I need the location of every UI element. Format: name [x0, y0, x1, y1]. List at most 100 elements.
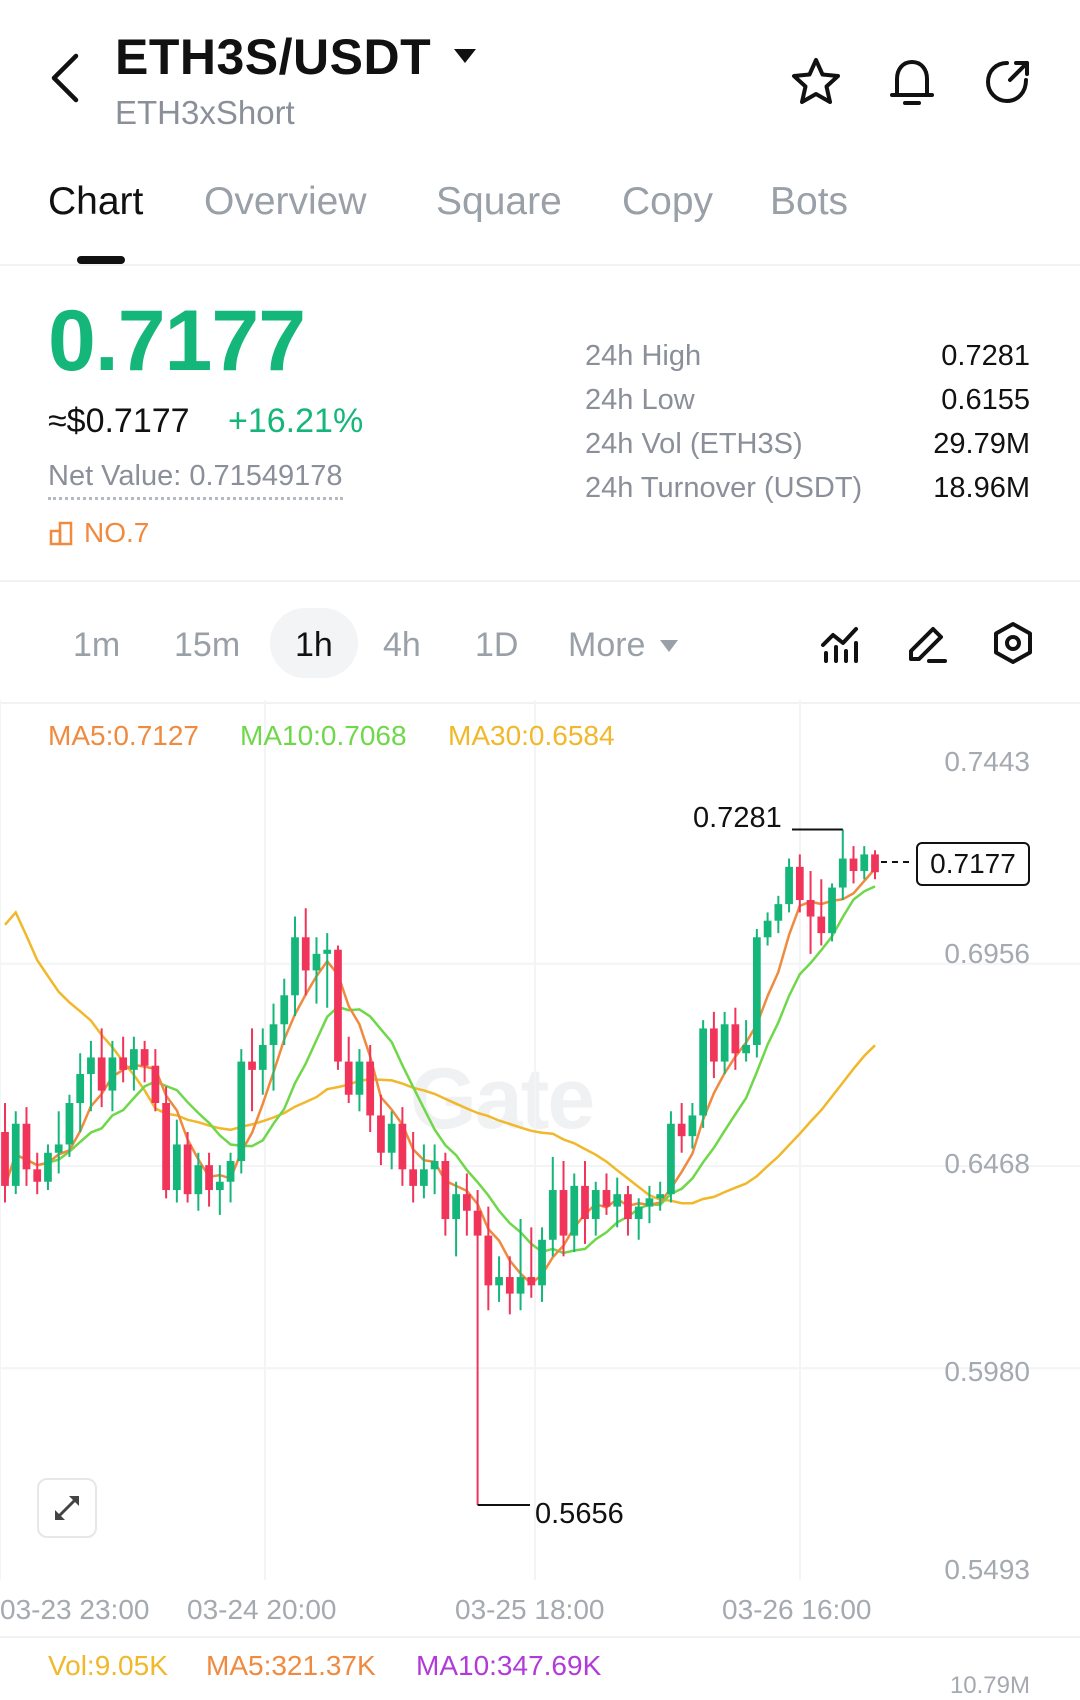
stat-vol-value: 29.79M	[933, 428, 1030, 460]
tabs-divider	[0, 264, 1080, 266]
candle-body	[291, 937, 299, 996]
candle-body	[44, 1152, 52, 1182]
candle-body	[323, 949, 332, 954]
candle-body	[97, 1057, 106, 1091]
favorite-button[interactable]	[786, 52, 846, 112]
candle-body	[677, 1123, 686, 1137]
candle-body	[570, 1185, 579, 1236]
candle-body	[226, 1161, 235, 1182]
candle-body	[33, 1169, 42, 1182]
share-button[interactable]	[978, 52, 1038, 112]
interval-15m[interactable]: 15m	[174, 626, 241, 664]
expand-icon	[55, 1496, 79, 1520]
tab-chart[interactable]: Chart	[48, 180, 144, 223]
rank-label: NO.7	[84, 517, 150, 548]
back-button[interactable]	[40, 48, 90, 108]
candle-body	[409, 1169, 418, 1186]
draw-pencil-icon	[909, 627, 947, 663]
candle-body	[742, 1045, 750, 1054]
price-change-percent: +16.21%	[228, 402, 364, 440]
indicator-button[interactable]	[815, 616, 865, 670]
candle-body	[624, 1194, 632, 1220]
candle-body	[194, 1165, 203, 1195]
candle-body	[710, 1028, 718, 1062]
chart-settings-button[interactable]	[988, 616, 1038, 670]
candle-body	[613, 1194, 622, 1207]
interval-more[interactable]: More	[568, 626, 679, 665]
interval-4h[interactable]: 4h	[383, 626, 421, 664]
candle-body	[828, 887, 836, 934]
candle-body	[473, 1210, 482, 1236]
tab-copy[interactable]: Copy	[622, 180, 714, 223]
y-tick-label: 0.5980	[944, 1356, 1030, 1387]
candle-body	[398, 1123, 407, 1170]
interval-1m[interactable]: 1m	[73, 626, 121, 664]
tab-bots[interactable]: Bots	[770, 180, 849, 223]
dropdown-caret-icon	[454, 49, 476, 63]
last-price-tag: 0.7177	[916, 842, 1030, 886]
last-price: 0.7177	[48, 293, 306, 389]
vol-ma5-legend: MA5:321.37K	[206, 1650, 376, 1681]
stat-low-label: 24h Low	[585, 384, 695, 416]
candle-body	[183, 1144, 192, 1195]
candle-body	[430, 1161, 439, 1170]
active-interval-pill	[270, 608, 358, 678]
candle-body	[838, 858, 847, 888]
candle-body	[548, 1190, 557, 1240]
more-caret-icon	[660, 639, 679, 652]
draw-button[interactable]	[902, 616, 952, 670]
candle-body	[162, 1103, 170, 1191]
candle-body	[119, 1057, 128, 1070]
watermark: Gate	[410, 1051, 595, 1147]
volume-divider	[0, 1636, 1080, 1638]
candle-body	[656, 1194, 665, 1199]
candle-body	[22, 1123, 31, 1170]
candle-body	[688, 1115, 697, 1137]
x-tick-label: 03-26 16:00	[722, 1594, 872, 1625]
candlestick-chart[interactable]	[0, 700, 1080, 1600]
candle-body	[645, 1198, 654, 1207]
candle-body	[516, 1277, 525, 1294]
net-value[interactable]: Net Value: 0.71549178	[48, 460, 343, 500]
candle-body	[237, 1061, 246, 1162]
indicator-icon	[821, 627, 858, 663]
pair-title[interactable]: ETH3S/USDT	[115, 29, 432, 85]
candle-body	[527, 1277, 536, 1286]
candle-body	[140, 1049, 149, 1066]
fullscreen-button[interactable]	[37, 1478, 97, 1538]
candle-body	[87, 1057, 95, 1075]
pair-subtitle: ETH3xShort	[115, 94, 295, 131]
candle-body	[559, 1190, 568, 1236]
candle-body	[774, 904, 783, 921]
low-price-label: 0.5656	[535, 1498, 624, 1530]
pair-dropdown-button[interactable]	[452, 46, 482, 72]
volume-axis-label: 10.79M	[949, 1672, 1030, 1699]
candle-body	[817, 916, 826, 934]
rank-bars-icon	[49, 521, 73, 546]
candle-body	[441, 1161, 450, 1220]
candle-body	[795, 866, 804, 900]
candle-body	[581, 1185, 589, 1220]
x-tick-label: 03-24 20:00	[187, 1594, 337, 1625]
candle-body	[785, 866, 793, 905]
interval-1h[interactable]: 1h	[295, 626, 333, 664]
candle-body	[280, 995, 289, 1025]
rank-badge[interactable]: NO.7	[48, 517, 149, 549]
candle-body	[634, 1206, 643, 1220]
y-tick-label: 0.5493	[944, 1554, 1030, 1585]
x-tick-label: 03-25 18:00	[455, 1594, 605, 1625]
ma10-legend: MA10:0.7068	[240, 720, 407, 751]
candle-body	[860, 854, 869, 871]
stat-turnover-value: 18.96M	[933, 472, 1030, 504]
candle-body	[172, 1144, 181, 1191]
stat-vol-label: 24h Vol (ETH3S)	[585, 428, 803, 460]
interval-1d[interactable]: 1D	[475, 626, 519, 664]
candle-body	[731, 1024, 740, 1054]
candle-body	[377, 1115, 385, 1153]
alert-button[interactable]	[882, 52, 942, 112]
candle-body	[215, 1181, 224, 1191]
tab-square[interactable]: Square	[436, 180, 562, 223]
candle-body	[355, 1061, 364, 1095]
tab-overview[interactable]: Overview	[204, 180, 367, 223]
candle-body	[505, 1277, 514, 1294]
